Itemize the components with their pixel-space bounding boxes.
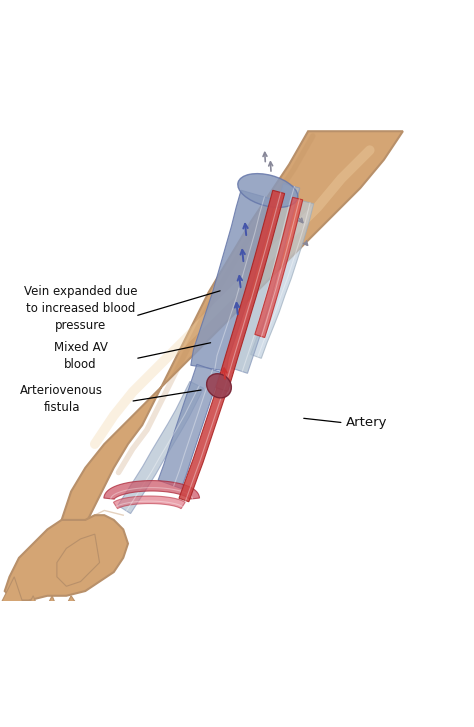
Text: Vein expanded due
to increased blood
pressure: Vein expanded due to increased blood pre… bbox=[24, 286, 137, 332]
Polygon shape bbox=[19, 595, 43, 643]
Polygon shape bbox=[231, 183, 300, 373]
Polygon shape bbox=[179, 388, 227, 502]
Polygon shape bbox=[216, 190, 285, 391]
Polygon shape bbox=[191, 190, 276, 371]
Ellipse shape bbox=[207, 374, 231, 398]
Polygon shape bbox=[62, 132, 403, 525]
Polygon shape bbox=[57, 534, 100, 586]
Polygon shape bbox=[0, 577, 24, 624]
Polygon shape bbox=[62, 595, 81, 629]
Polygon shape bbox=[255, 197, 303, 337]
Polygon shape bbox=[38, 595, 62, 643]
Polygon shape bbox=[158, 364, 220, 489]
Polygon shape bbox=[251, 201, 314, 358]
Polygon shape bbox=[5, 515, 128, 601]
Text: Mixed AV
blood: Mixed AV blood bbox=[54, 342, 108, 371]
Ellipse shape bbox=[238, 174, 298, 207]
Polygon shape bbox=[104, 481, 200, 499]
Text: Artery: Artery bbox=[346, 417, 388, 429]
Polygon shape bbox=[113, 496, 185, 509]
Polygon shape bbox=[118, 382, 203, 513]
Text: Arteriovenous
fistula: Arteriovenous fistula bbox=[20, 384, 103, 414]
